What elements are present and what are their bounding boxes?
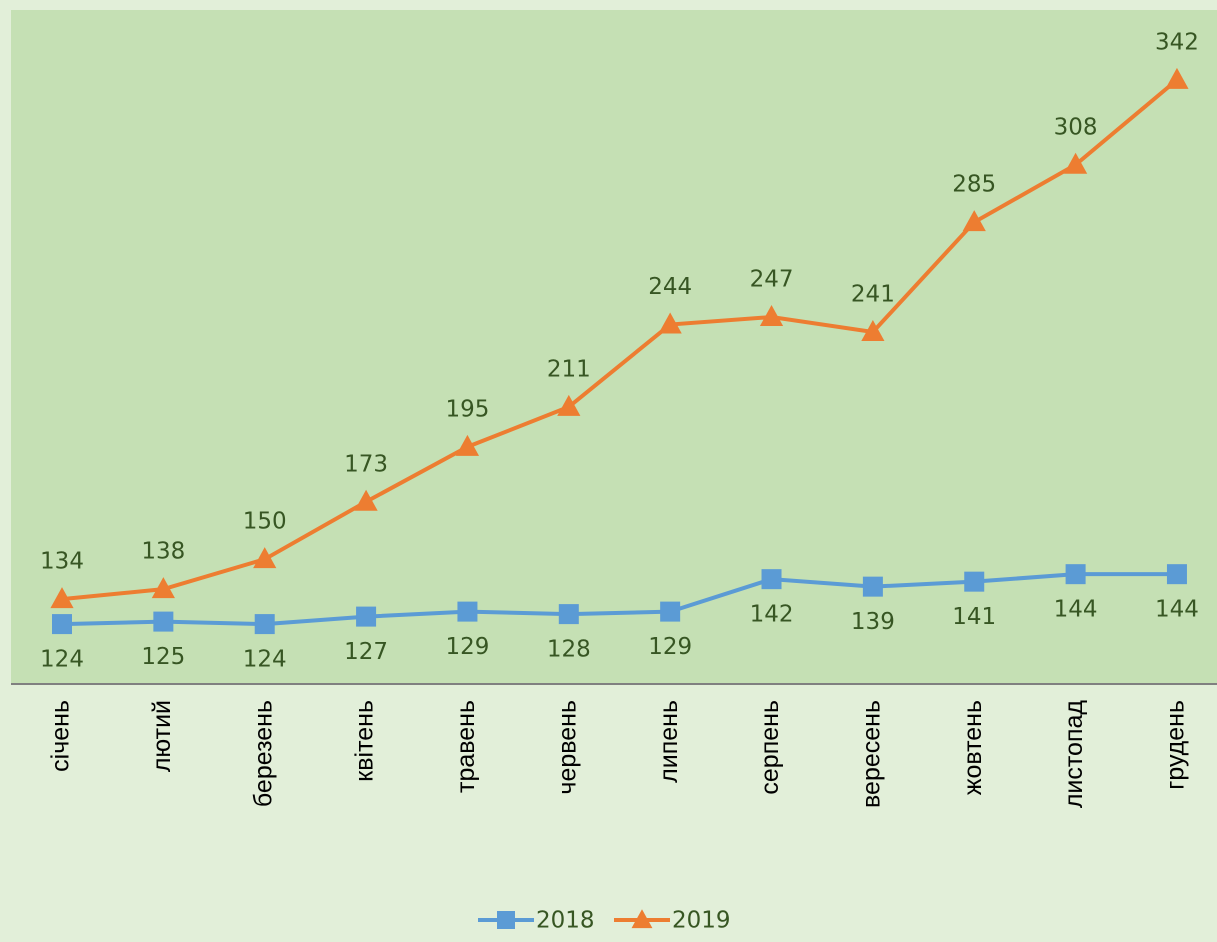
- x-tick-label: січень: [47, 700, 75, 772]
- data-label: 124: [40, 647, 84, 673]
- data-label: 211: [547, 356, 591, 382]
- legend-label: 2018: [536, 908, 595, 934]
- marker: [457, 601, 478, 622]
- data-label: 241: [851, 282, 895, 308]
- data-label: 124: [243, 647, 287, 673]
- marker: [455, 434, 480, 456]
- data-label: 141: [952, 604, 996, 630]
- marker: [759, 305, 784, 327]
- marker: [557, 394, 581, 416]
- marker: [356, 606, 377, 627]
- marker: [153, 611, 174, 632]
- legend-label: 2019: [672, 908, 731, 934]
- marker: [52, 614, 72, 635]
- marker: [761, 569, 782, 590]
- marker: [558, 604, 579, 625]
- series-line: [61, 572, 1177, 627]
- data-label: 128: [547, 637, 591, 663]
- plot-area: [11, 10, 1217, 684]
- marker: [1166, 564, 1187, 585]
- data-label: 134: [40, 549, 84, 575]
- marker: [151, 577, 175, 599]
- marker: [50, 587, 74, 609]
- marker: [1165, 67, 1189, 89]
- data-label: 342: [1155, 29, 1199, 55]
- marker: [497, 911, 515, 929]
- data-label: 138: [141, 539, 185, 565]
- x-tick-label: березень: [249, 700, 277, 807]
- series-line: [61, 78, 1179, 602]
- marker: [1065, 564, 1086, 585]
- x-tick-label: серпень: [756, 700, 784, 795]
- data-label: 244: [648, 274, 692, 300]
- x-tick-label: лютий: [148, 700, 176, 772]
- data-label: 139: [851, 609, 895, 635]
- data-label: 125: [141, 644, 185, 670]
- marker: [861, 320, 885, 342]
- marker: [1064, 152, 1088, 174]
- marker: [658, 312, 682, 334]
- marker: [660, 601, 681, 622]
- marker: [253, 547, 277, 569]
- x-tick-label: жовтень: [959, 700, 987, 795]
- data-label: 129: [648, 634, 692, 660]
- marker: [862, 576, 883, 597]
- marker: [631, 909, 653, 929]
- data-label: 308: [1054, 114, 1098, 140]
- data-label: 150: [243, 509, 287, 535]
- x-tick-label: червень: [553, 700, 581, 795]
- marker: [254, 614, 275, 635]
- data-label: 247: [750, 267, 794, 293]
- data-label: 173: [344, 451, 388, 477]
- x-tick-label: липень: [655, 700, 683, 783]
- data-label: 144: [1155, 597, 1199, 623]
- x-tick-label: листопад: [1060, 700, 1088, 809]
- data-label: 144: [1054, 597, 1098, 623]
- data-label: 285: [952, 172, 996, 198]
- marker: [354, 489, 378, 511]
- x-tick-label: грудень: [1162, 700, 1190, 790]
- x-tick-label: травень: [452, 700, 480, 793]
- marker: [962, 210, 986, 232]
- x-tick-label: квітень: [351, 700, 379, 782]
- x-tick-label: вересень: [857, 700, 885, 808]
- marker: [964, 571, 985, 592]
- data-label: 195: [445, 396, 489, 422]
- data-label: 142: [750, 602, 794, 628]
- data-label: 127: [344, 639, 388, 665]
- data-label: 129: [445, 634, 489, 660]
